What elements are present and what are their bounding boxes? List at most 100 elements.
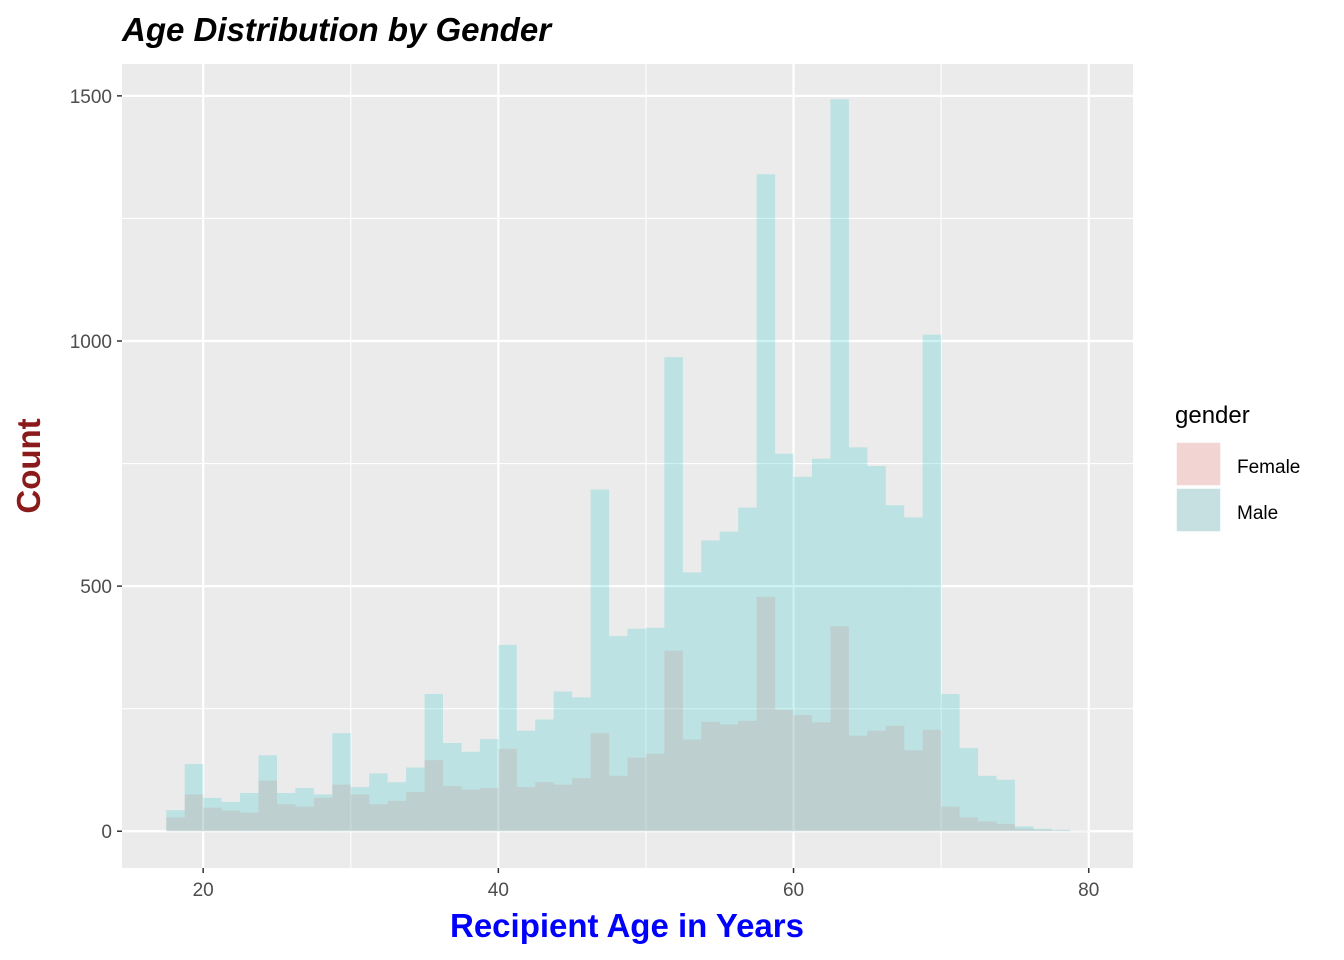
bar-female bbox=[645, 753, 665, 832]
bar-male bbox=[885, 505, 905, 832]
bar-male bbox=[443, 742, 462, 832]
bar-female bbox=[350, 794, 370, 832]
bar-male bbox=[830, 99, 849, 832]
bar-male bbox=[221, 801, 241, 832]
grid-minor bbox=[122, 64, 1133, 868]
bar-female bbox=[609, 775, 628, 832]
bar-male bbox=[240, 792, 259, 832]
bar-female bbox=[516, 787, 536, 832]
bar-female bbox=[221, 810, 241, 832]
bar-female bbox=[830, 626, 849, 832]
bar-female bbox=[258, 780, 277, 832]
bar-female bbox=[203, 807, 222, 832]
bar-male bbox=[332, 733, 351, 832]
bar-male bbox=[369, 773, 388, 832]
bar-female bbox=[627, 757, 646, 832]
bar-female bbox=[240, 812, 259, 832]
bar-female bbox=[922, 729, 942, 832]
bar-female bbox=[738, 720, 757, 832]
bar-male bbox=[406, 767, 425, 832]
bar-male bbox=[184, 764, 204, 832]
bar-male bbox=[203, 797, 222, 832]
bar-female bbox=[572, 778, 591, 832]
bar-male bbox=[793, 476, 812, 832]
bar-female bbox=[701, 721, 720, 832]
y-axis-label: Count bbox=[10, 418, 47, 513]
bar-male bbox=[719, 531, 739, 832]
chart-title: Age Distribution by Gender bbox=[121, 11, 553, 48]
legend-key-female bbox=[1175, 441, 1222, 487]
bar-female bbox=[1033, 829, 1052, 832]
bar-male bbox=[572, 697, 591, 832]
bar-female bbox=[276, 804, 296, 832]
bar-male bbox=[313, 794, 333, 832]
bar-female bbox=[793, 715, 812, 832]
bar-female bbox=[332, 784, 351, 832]
x-tick-label: 60 bbox=[783, 880, 804, 901]
bar-male bbox=[775, 453, 794, 832]
bars bbox=[166, 99, 1089, 832]
bar-female bbox=[811, 722, 831, 832]
bar-male bbox=[738, 507, 757, 832]
bar-female bbox=[166, 817, 185, 832]
bar-female bbox=[1051, 830, 1071, 832]
bar-male bbox=[682, 572, 702, 832]
bar-male bbox=[848, 447, 868, 832]
bar-female bbox=[978, 821, 997, 832]
x-tick-label: 80 bbox=[1078, 880, 1099, 901]
bar-female bbox=[664, 650, 683, 832]
y-tick-label: 1000 bbox=[70, 332, 112, 353]
bar-male bbox=[553, 691, 573, 832]
legend-label-female: Female bbox=[1237, 457, 1300, 478]
bar-female bbox=[313, 797, 333, 832]
bar-male bbox=[904, 517, 923, 832]
legend-title: gender bbox=[1175, 402, 1250, 429]
bar-female bbox=[1014, 828, 1034, 832]
bar-female bbox=[406, 792, 425, 832]
bar-female bbox=[867, 730, 886, 832]
bar-female bbox=[535, 782, 554, 832]
bar-male bbox=[166, 810, 185, 832]
bar-male bbox=[387, 782, 407, 832]
bar-female bbox=[848, 735, 868, 832]
bar-male bbox=[867, 466, 886, 832]
bar-female bbox=[719, 724, 739, 832]
x-axis-label: Recipient Age in Years bbox=[450, 907, 804, 944]
bar-female bbox=[682, 739, 702, 832]
bar-male bbox=[424, 693, 444, 832]
bar-female bbox=[479, 788, 499, 832]
bar-male bbox=[959, 747, 979, 832]
bar-male bbox=[590, 489, 610, 832]
bar-male bbox=[922, 334, 942, 832]
bar-male bbox=[756, 174, 776, 832]
bar-female bbox=[184, 794, 204, 832]
y-tick-label: 500 bbox=[80, 577, 112, 598]
bar-female bbox=[387, 800, 407, 832]
y-tick-label: 1500 bbox=[70, 87, 112, 108]
bar-male bbox=[941, 693, 960, 832]
grid-major bbox=[122, 64, 1133, 868]
bar-female bbox=[941, 806, 960, 832]
bar-male bbox=[258, 755, 277, 832]
bar-female bbox=[443, 786, 462, 832]
bar-female bbox=[590, 733, 610, 832]
bar-male bbox=[996, 779, 1015, 832]
bar-female bbox=[996, 823, 1015, 832]
bar-female bbox=[498, 748, 517, 832]
bar-female bbox=[461, 789, 480, 832]
series-male bbox=[166, 99, 1089, 832]
bar-female bbox=[959, 817, 979, 832]
bar-male bbox=[516, 730, 536, 832]
bar-female bbox=[775, 709, 794, 832]
bar-male bbox=[350, 787, 370, 832]
bar-male bbox=[276, 792, 296, 832]
plot-panel bbox=[122, 64, 1133, 868]
legend-key-male bbox=[1175, 487, 1222, 533]
bar-male bbox=[811, 458, 831, 832]
bar-male bbox=[664, 357, 683, 832]
bar-male bbox=[645, 627, 665, 832]
bar-female bbox=[424, 760, 444, 832]
y-axis: 0 500 1000 1500 bbox=[70, 87, 122, 843]
bar-male bbox=[535, 719, 554, 832]
